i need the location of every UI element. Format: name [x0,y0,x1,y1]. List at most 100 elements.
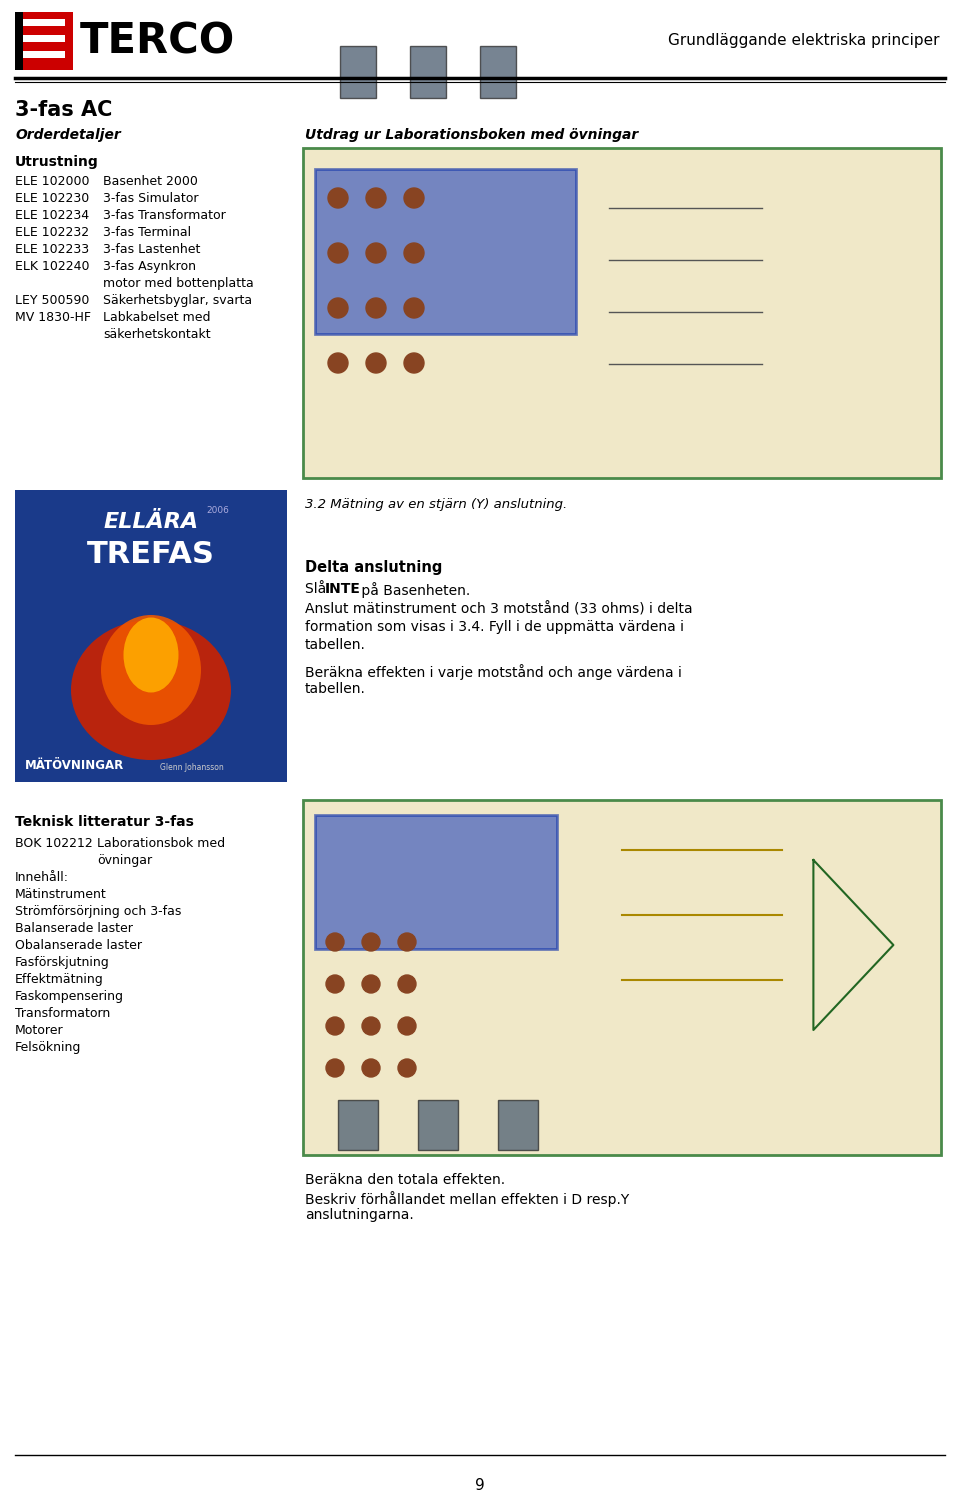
Text: Balanserade laster: Balanserade laster [15,922,132,935]
Bar [498,1100,538,1150]
Text: ELLÄRA: ELLÄRA [104,512,199,531]
Text: BOK 102212: BOK 102212 [15,838,93,850]
Text: Basenhet 2000: Basenhet 2000 [103,176,198,188]
Circle shape [404,243,424,263]
Text: Anslut mätinstrument och 3 motstånd (33 ohms) i delta: Anslut mätinstrument och 3 motstånd (33 … [305,602,692,617]
Text: 3-fas Asynkron: 3-fas Asynkron [103,260,196,273]
Circle shape [404,188,424,209]
Text: Beskriv förhållandet mellan effekten i D resp.Y: Beskriv förhållandet mellan effekten i D… [305,1190,629,1207]
Bar [315,815,557,949]
Text: 3-fas Lastenhet: 3-fas Lastenhet [103,243,201,257]
Ellipse shape [101,615,201,725]
Text: Beräkna effekten i varje motstånd och ange värdena i: Beräkna effekten i varje motstånd och an… [305,663,682,680]
Circle shape [398,934,416,952]
Ellipse shape [124,617,179,692]
Circle shape [326,976,344,994]
Text: Motorer: Motorer [15,1024,63,1037]
Bar [15,12,73,71]
Bar [15,489,287,782]
Circle shape [362,934,380,952]
Circle shape [404,299,424,318]
Text: 3-fas Terminal: 3-fas Terminal [103,227,191,239]
Text: ELE 102230: ELE 102230 [15,192,89,206]
Text: Orderdetaljer: Orderdetaljer [15,128,121,143]
Bar [303,149,941,477]
Text: säkerhetskontakt: säkerhetskontakt [103,329,210,341]
Text: Slå: Slå [305,582,330,596]
Circle shape [328,299,348,318]
Bar [410,47,446,98]
Bar [23,51,65,59]
Text: 9: 9 [475,1478,485,1493]
Text: 3-fas Transformator: 3-fas Transformator [103,209,226,222]
Text: Faskompensering: Faskompensering [15,991,124,1003]
Text: Laborationsbok med: Laborationsbok med [97,838,226,850]
Bar [338,1100,378,1150]
Text: Labkabelset med: Labkabelset med [103,311,210,324]
Text: INTE: INTE [325,582,361,596]
Text: LEY 500590: LEY 500590 [15,294,89,308]
Text: Glenn Johansson: Glenn Johansson [160,763,224,772]
Bar [315,170,576,335]
Text: ELE 102234: ELE 102234 [15,209,89,222]
Text: tabellen.: tabellen. [305,638,366,651]
Circle shape [362,976,380,994]
Text: övningar: övningar [97,854,152,868]
Text: MÄTÖVNINGAR: MÄTÖVNINGAR [25,760,124,772]
Bar [480,47,516,98]
Circle shape [326,1018,344,1036]
Circle shape [366,299,386,318]
Circle shape [326,1060,344,1078]
Text: 3-fas AC: 3-fas AC [15,101,112,120]
Text: Innehåll:: Innehåll: [15,871,69,884]
Text: Utdrag ur Laborationsboken med övningar: Utdrag ur Laborationsboken med övningar [305,128,638,143]
Text: Teknisk litteratur 3-fas: Teknisk litteratur 3-fas [15,815,194,829]
Text: ELE 102233: ELE 102233 [15,243,89,257]
Text: Effektmätning: Effektmätning [15,973,104,986]
Text: Delta anslutning: Delta anslutning [305,560,443,575]
Circle shape [362,1060,380,1078]
Text: formation som visas i 3.4. Fyll i de uppmätta värdena i: formation som visas i 3.4. Fyll i de upp… [305,620,684,633]
Text: ELE 102000: ELE 102000 [15,176,89,188]
Text: TREFAS: TREFAS [87,540,215,569]
Circle shape [328,188,348,209]
Text: 3.2 Mätning av en stjärn (Y) anslutning.: 3.2 Mätning av en stjärn (Y) anslutning. [305,498,567,510]
Text: ELK 102240: ELK 102240 [15,260,89,273]
Text: Transformatorn: Transformatorn [15,1007,110,1021]
Text: Obalanserade laster: Obalanserade laster [15,940,142,952]
Text: Utrustning: Utrustning [15,155,99,170]
Text: TERCO: TERCO [80,20,235,62]
Circle shape [366,188,386,209]
Circle shape [366,353,386,374]
Circle shape [398,1018,416,1036]
Text: tabellen.: tabellen. [305,681,366,696]
Text: 2006: 2006 [206,506,228,515]
Circle shape [366,243,386,263]
Text: motor med bottenplatta: motor med bottenplatta [103,278,253,290]
Circle shape [362,1018,380,1036]
Text: Beräkna den totala effekten.: Beräkna den totala effekten. [305,1172,505,1187]
Circle shape [404,353,424,374]
Bar [418,1100,458,1150]
Bar [340,47,376,98]
Text: Grundläggande elektriska principer: Grundläggande elektriska principer [668,33,940,48]
Text: Säkerhetsbyglar, svarta: Säkerhetsbyglar, svarta [103,294,252,308]
Text: MV 1830-HF: MV 1830-HF [15,311,91,324]
Bar [23,35,65,42]
Circle shape [328,353,348,374]
Text: anslutningarna.: anslutningarna. [305,1208,414,1222]
Text: på Basenheten.: på Basenheten. [357,582,470,597]
Circle shape [326,934,344,952]
Circle shape [398,976,416,994]
Ellipse shape [71,620,231,760]
Bar [15,12,23,71]
Bar [303,800,941,1154]
Circle shape [328,243,348,263]
Text: Mätinstrument: Mätinstrument [15,889,107,901]
Text: ELE 102232: ELE 102232 [15,227,89,239]
Text: 3-fas Simulator: 3-fas Simulator [103,192,199,206]
Text: Felsökning: Felsökning [15,1042,82,1054]
Bar [23,20,65,26]
Text: Strömförsörjning och 3-fas: Strömförsörjning och 3-fas [15,905,181,919]
Text: Fasförskjutning: Fasförskjutning [15,956,109,970]
